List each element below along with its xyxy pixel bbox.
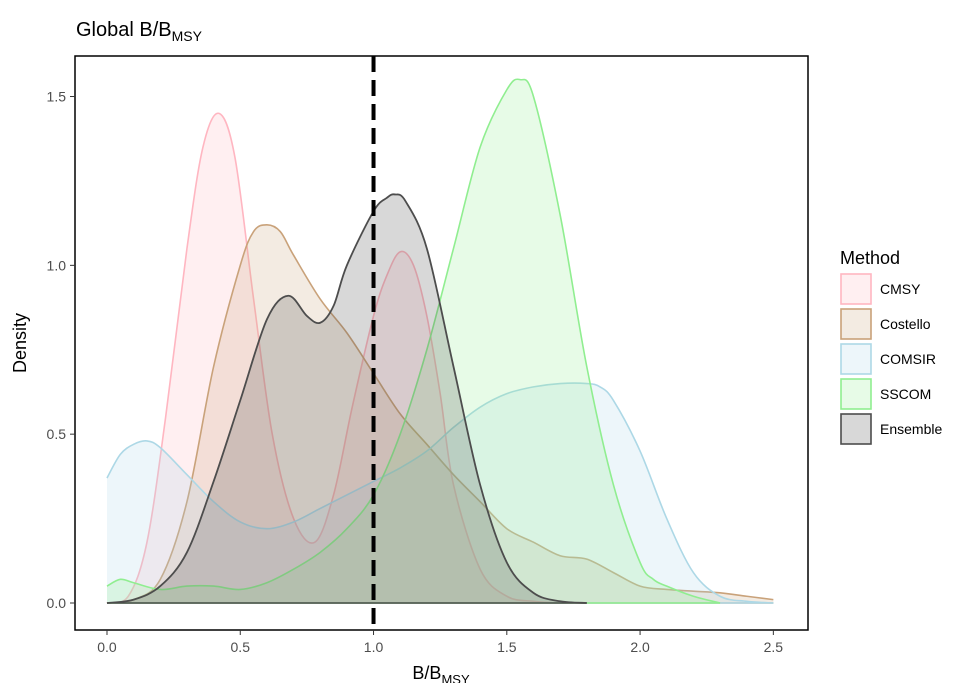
legend-key-comsir xyxy=(840,343,872,375)
y-tick-label: 0.0 xyxy=(47,595,67,611)
plot-panel-border xyxy=(74,55,809,631)
density-areas xyxy=(106,78,774,604)
x-tick-label: 1.5 xyxy=(497,639,517,655)
legend-key-sscom xyxy=(840,378,872,410)
legend-label-ensemble: Ensemble xyxy=(880,421,942,437)
x-tick-label: 1.0 xyxy=(364,639,384,655)
area-costello xyxy=(106,224,774,603)
y-axis-title: Density xyxy=(10,313,30,373)
x-axis-title: B/BMSY xyxy=(412,663,470,683)
chart-title: Global B/BMSY xyxy=(76,19,203,44)
legend-title: Method xyxy=(840,248,900,268)
y-tick-label: 0.5 xyxy=(47,426,67,442)
legend-label-cmsy: CMSY xyxy=(880,281,921,297)
legend-label-comsir: COMSIR xyxy=(880,351,936,367)
y-axis: 0.0 0.5 1.0 1.5 xyxy=(47,89,75,611)
x-tick-label: 2.5 xyxy=(764,639,784,655)
legend-label-sscom: SSCOM xyxy=(880,386,931,402)
area-comsir xyxy=(106,383,774,603)
x-axis: 0.0 0.5 1.0 1.5 2.0 2.5 xyxy=(97,630,783,655)
area-sscom xyxy=(106,79,721,603)
line-costello xyxy=(106,224,774,604)
x-tick-label: 2.0 xyxy=(630,639,650,655)
line-comsir xyxy=(106,382,774,604)
legend-key-costello xyxy=(840,308,872,340)
legend: Method CMSY Costello COMSIR SSCOM Ensemble xyxy=(840,248,942,445)
x-tick-label: 0.5 xyxy=(231,639,251,655)
line-ensemble xyxy=(106,193,587,604)
area-cmsy xyxy=(106,113,587,604)
legend-label-costello: Costello xyxy=(880,316,931,332)
line-sscom xyxy=(106,78,721,604)
legend-items: CMSY Costello COMSIR SSCOM Ensemble xyxy=(840,273,942,445)
y-tick-label: 1.0 xyxy=(47,257,67,273)
area-ensemble xyxy=(106,194,587,603)
legend-key-cmsy xyxy=(840,273,872,305)
y-tick-label: 1.5 xyxy=(47,89,67,105)
legend-key-ensemble xyxy=(840,413,872,445)
x-tick-label: 0.0 xyxy=(97,639,117,655)
